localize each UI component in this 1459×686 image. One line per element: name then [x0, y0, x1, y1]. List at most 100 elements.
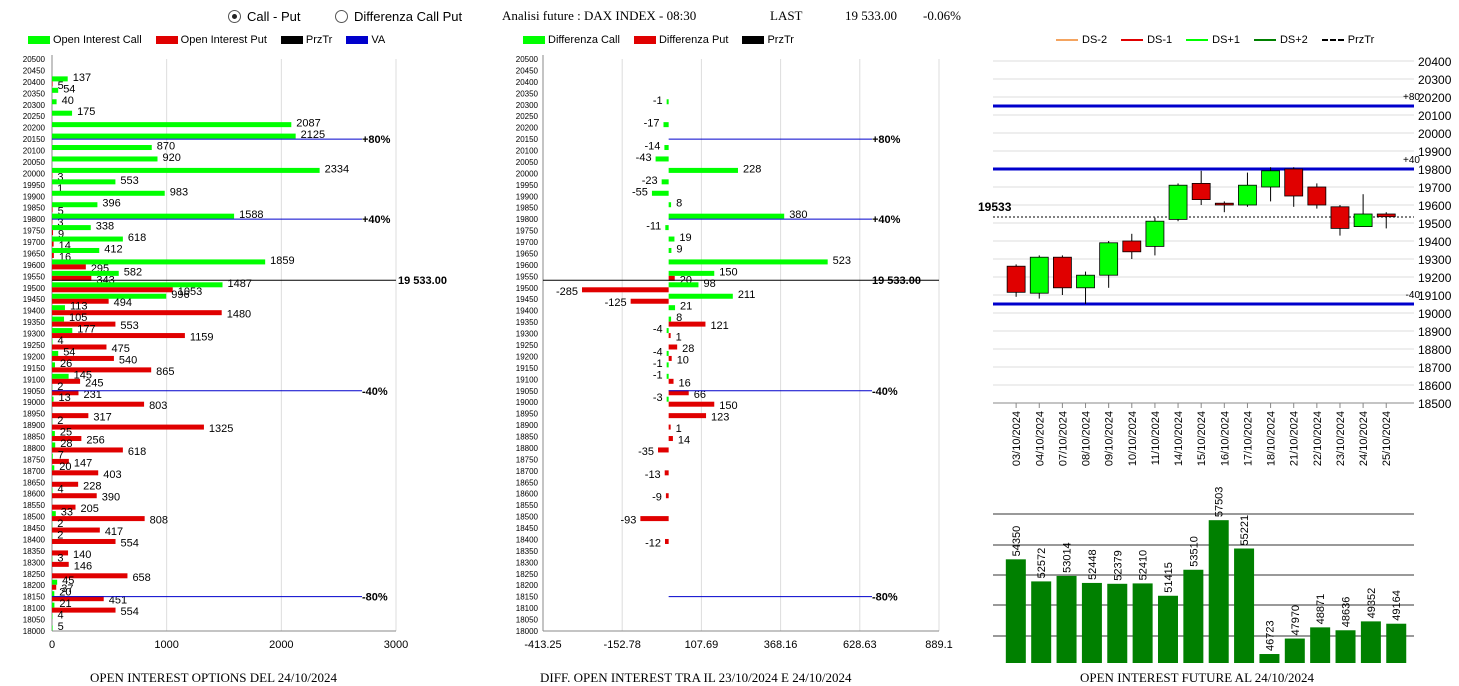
data-label-diff-put: 28 — [682, 343, 694, 355]
last-label: LAST — [770, 8, 803, 23]
legend-przt: PrzTr — [305, 34, 333, 46]
legend-diff-call: Differenza Call — [548, 34, 620, 46]
y-tick-label: 18800 — [516, 444, 539, 453]
y-tick-label: 18900 — [23, 421, 46, 430]
data-label-put: 1 — [57, 183, 63, 195]
bar-diff-call — [666, 396, 669, 402]
data-label-call: 33 — [61, 507, 73, 519]
data-label-call: 920 — [162, 152, 180, 164]
candle-body — [1029, 256, 1049, 294]
y-tick-label: 18150 — [23, 593, 46, 602]
bar-diff-call — [663, 122, 669, 128]
y-tick-label: 18800 — [23, 444, 46, 453]
data-label-call: 4 — [57, 484, 63, 496]
y-tick-label: 19300 — [1418, 253, 1452, 267]
data-label-call: 983 — [170, 186, 188, 198]
ref-line-label: +40% — [872, 214, 901, 226]
bar-call — [52, 99, 57, 105]
bar-put — [52, 596, 104, 602]
bar-call — [52, 453, 53, 459]
data-label-put: 1480 — [227, 309, 251, 321]
data-label-put: 403 — [103, 469, 121, 481]
y-tick-label: 18750 — [516, 455, 539, 464]
legend-line-red — [1121, 39, 1144, 41]
bar-diff-call — [666, 362, 669, 368]
radio-unselected-icon[interactable] — [335, 10, 348, 23]
legend-swatch-black — [280, 36, 303, 44]
bar-put — [52, 538, 116, 544]
data-label-oi-future: 46723 — [1264, 620, 1276, 651]
data-label-diff-call: -11 — [646, 221, 661, 233]
bar-put — [52, 527, 100, 533]
bar-put — [52, 378, 81, 384]
data-label-call: 582 — [124, 266, 142, 278]
radio-differenza[interactable]: Differenza Call Put — [335, 9, 462, 24]
data-label-call: 40 — [62, 95, 74, 107]
data-label-put: 256 — [86, 435, 104, 447]
data-label-call: 1859 — [270, 255, 294, 267]
bar-put — [52, 264, 86, 270]
x-tick-label: -152.78 — [604, 639, 641, 651]
candle-body — [1168, 184, 1188, 220]
x-tick-label: -413.25 — [524, 639, 561, 651]
y-tick-label: 19400 — [516, 307, 539, 316]
legend-oi-call: Open Interest Call — [53, 34, 142, 46]
bar-diff-put — [668, 378, 674, 384]
y-tick-label: 18950 — [23, 410, 46, 419]
y-tick-label: 19900 — [516, 192, 539, 201]
data-label-diff-put: -93 — [620, 515, 636, 527]
y-tick-label: 19400 — [1418, 235, 1452, 249]
bar-diff-call — [666, 373, 669, 379]
y-tick-label: 19300 — [23, 330, 46, 339]
bar-put — [52, 355, 114, 361]
y-tick-label: 19200 — [1418, 271, 1452, 285]
legend-line-green — [1186, 39, 1209, 41]
data-label-oi-future: 52410 — [1138, 550, 1150, 581]
y-tick-label: 19250 — [516, 341, 539, 350]
data-label-diff-call: -1 — [653, 358, 663, 370]
data-label-diff-put: 150 — [719, 400, 737, 412]
bar-call — [52, 167, 320, 173]
data-label-diff-call: 380 — [789, 209, 807, 221]
y-tick-label: 18950 — [516, 410, 539, 419]
data-label-call: 113 — [70, 301, 88, 313]
data-label-oi-future: 49352 — [1366, 588, 1378, 619]
x-tick-label: 03/10/2024 — [1011, 411, 1023, 466]
data-label-call: 26 — [60, 358, 72, 370]
legend-oi-put: Open Interest Put — [180, 34, 267, 46]
data-label-call: 2 — [57, 415, 63, 427]
bar-call — [52, 236, 123, 242]
bar-put — [52, 287, 173, 293]
x-tick-label: 2000 — [269, 639, 293, 651]
bar-put — [52, 458, 69, 464]
y-tick-label: 20000 — [1418, 127, 1452, 141]
bar-oi-future — [1031, 581, 1052, 663]
data-label-put: 228 — [83, 480, 101, 492]
y-tick-label: 19850 — [516, 204, 539, 213]
bar-call — [52, 431, 55, 437]
y-tick-label: 19200 — [516, 352, 539, 361]
y-tick-label: 19950 — [516, 181, 539, 190]
y-tick-label: 19900 — [23, 192, 46, 201]
y-tick-label: 19350 — [23, 318, 46, 327]
bar-oi-future — [1386, 623, 1407, 663]
radio-selected-icon[interactable] — [228, 10, 241, 23]
legend-line-dashed — [1321, 39, 1344, 41]
bar-call — [52, 122, 292, 128]
bar-diff-call — [668, 247, 672, 253]
candle-body — [1376, 213, 1396, 218]
y-tick-label: 18550 — [23, 501, 46, 510]
legend-swatch-red — [155, 36, 178, 44]
candle-body — [1145, 220, 1165, 247]
bar-diff-call — [661, 179, 669, 185]
data-label-put: 658 — [132, 572, 150, 584]
y-tick-label: 20500 — [516, 55, 539, 64]
radio-call-put[interactable]: Call - Put — [228, 9, 300, 24]
bar-call — [52, 156, 158, 162]
change-percent: -0.06% — [923, 8, 961, 23]
data-label-diff-call: 21 — [680, 301, 692, 313]
y-tick-label: 20450 — [516, 66, 539, 75]
bar-diff-call — [664, 145, 669, 151]
data-label-call: 4 — [57, 335, 63, 347]
ref-line-label: +80% — [362, 134, 391, 146]
